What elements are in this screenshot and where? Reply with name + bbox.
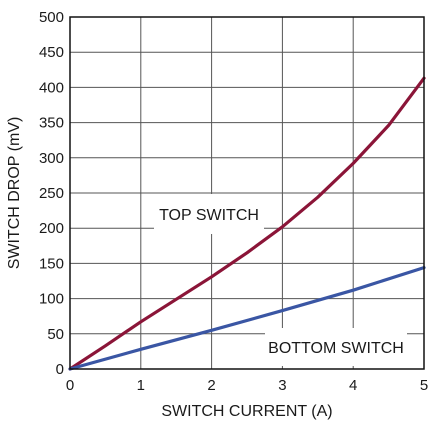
series-line-1	[68, 266, 426, 371]
y-tick-label: 50	[47, 326, 64, 343]
y-tick-label: 250	[39, 185, 64, 202]
x-axis-ticks: 0 1 2 3 4 5	[66, 377, 428, 394]
y-axis-title: SWITCH DROP (mV)	[6, 117, 23, 270]
series-lines	[68, 76, 426, 371]
series-annotation: TOP SWITCH	[159, 207, 259, 224]
x-tick-label: 2	[207, 377, 215, 394]
x-axis-title: SWITCH CURRENT (A)	[161, 403, 332, 420]
x-tick-label: 5	[420, 377, 428, 394]
y-axis-ticks: 0 50 100 150 200 250 300 350 400 450 500	[39, 9, 64, 378]
annotation-background	[154, 194, 264, 234]
grid	[70, 17, 424, 369]
y-tick-label: 450	[39, 44, 64, 61]
series-annotations: TOP SWITCH BOTTOM SWITCH	[159, 207, 404, 357]
y-tick-label: 300	[39, 150, 64, 167]
series-line-0	[68, 76, 426, 371]
annotation-backgrounds	[154, 194, 407, 366]
y-tick-label: 400	[39, 79, 64, 96]
x-tick-label: 0	[66, 377, 74, 394]
y-tick-label: 500	[39, 9, 64, 26]
y-tick-label: 150	[39, 255, 64, 272]
y-tick-label: 100	[39, 291, 64, 308]
x-tick-label: 3	[278, 377, 286, 394]
annotation-background	[265, 328, 407, 366]
y-tick-label: 350	[39, 115, 64, 132]
series-annotation: BOTTOM SWITCH	[268, 340, 404, 357]
plot-frame	[69, 16, 425, 370]
x-tick-label: 1	[137, 377, 145, 394]
y-tick-label: 200	[39, 220, 64, 237]
x-tick-label: 4	[349, 377, 357, 394]
y-tick-label: 0	[56, 361, 64, 378]
